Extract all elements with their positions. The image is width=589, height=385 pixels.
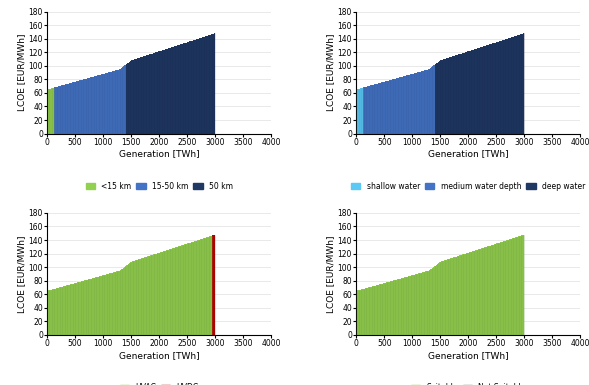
X-axis label: Generation [TWh]: Generation [TWh] xyxy=(428,351,508,360)
Y-axis label: LCOE [EUR/MWh]: LCOE [EUR/MWh] xyxy=(16,235,26,313)
Y-axis label: LCOE [EUR/MWh]: LCOE [EUR/MWh] xyxy=(16,34,26,111)
Legend: Suitable, Not Suitable: Suitable, Not Suitable xyxy=(411,383,525,385)
Y-axis label: LCOE [EUR/MWh]: LCOE [EUR/MWh] xyxy=(326,235,335,313)
Legend: HVAC, HVDC: HVAC, HVDC xyxy=(120,383,198,385)
X-axis label: Generation [TWh]: Generation [TWh] xyxy=(428,149,508,159)
Legend: <15 km, 15-50 km, 50 km: <15 km, 15-50 km, 50 km xyxy=(85,182,233,191)
X-axis label: Generation [TWh]: Generation [TWh] xyxy=(119,149,200,159)
X-axis label: Generation [TWh]: Generation [TWh] xyxy=(119,351,200,360)
Y-axis label: LCOE [EUR/MWh]: LCOE [EUR/MWh] xyxy=(326,34,335,111)
Legend: shallow water, medium water depth, deep water: shallow water, medium water depth, deep … xyxy=(351,182,585,191)
